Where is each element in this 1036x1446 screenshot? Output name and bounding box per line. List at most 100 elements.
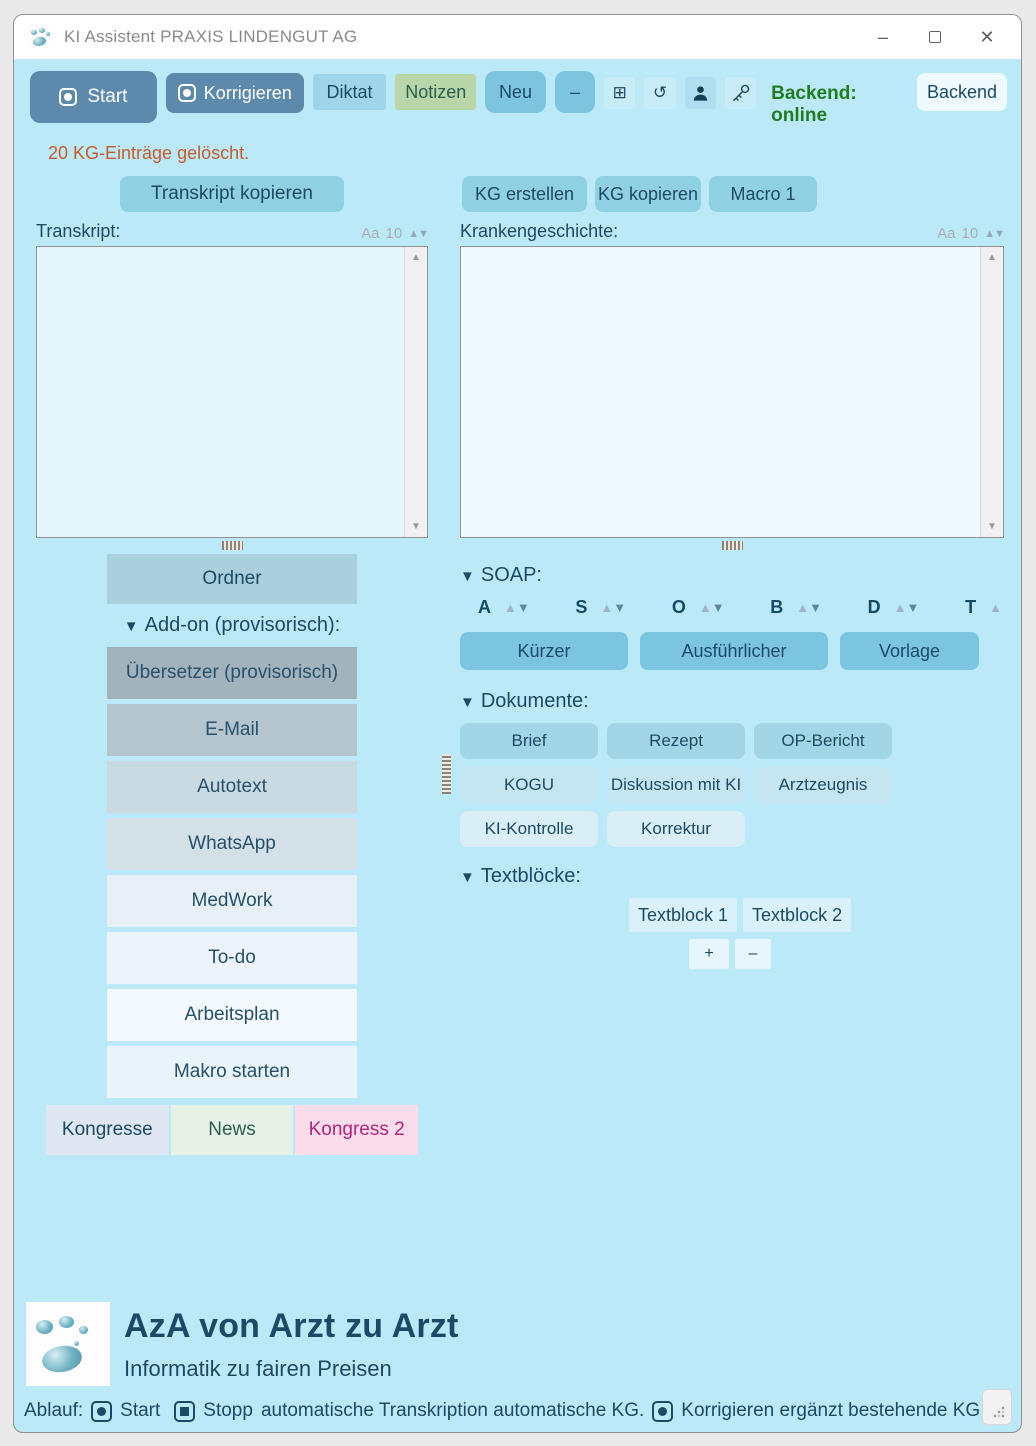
soap-buttons: Kürzer Ausführlicher Vorlage — [460, 632, 1004, 670]
kg-scrollbar[interactable]: ▲ ▼ — [980, 247, 1003, 537]
neu-button[interactable]: Neu — [485, 71, 546, 113]
todo-button[interactable]: To-do — [107, 932, 357, 984]
font-decrease-icon[interactable]: ▼ — [418, 227, 429, 240]
soap-down-icon[interactable]: ▼ — [613, 599, 627, 615]
soap-up-icon[interactable]: ▲ — [600, 599, 614, 615]
titlebar: KI Assistent PRAXIS LINDENGUT AG – ✕ — [14, 15, 1021, 59]
collapse-button[interactable]: – — [554, 71, 596, 113]
soap-control-o: O ▲▼ — [671, 597, 725, 617]
kg-column: KG erstellen KG kopieren Macro 1 Kranken… — [460, 176, 1005, 550]
key-button[interactable] — [724, 77, 757, 109]
korrigieren-button[interactable]: Korrigieren — [165, 73, 304, 113]
soap-up-icon[interactable]: ▲ — [796, 599, 810, 615]
scroll-up-icon[interactable]: ▲ — [411, 252, 421, 263]
close-button[interactable]: ✕ — [979, 26, 995, 47]
ki-kontrolle-button[interactable]: KI-Kontrolle — [460, 811, 598, 847]
lower-row: Ordner ▼ Add-on (provisorisch): Übersetze… — [14, 552, 1021, 1155]
record-icon — [652, 1400, 674, 1422]
transcript-font-control[interactable]: Aa 10 ▲▼ — [361, 225, 429, 242]
email-button[interactable]: E-Mail — [107, 704, 357, 756]
ablauf-middle: automatische Transkription automatische … — [260, 1400, 645, 1421]
kg-pane: ▲ ▼ — [460, 246, 1004, 538]
arztzeugnis-button[interactable]: Arztzeugnis — [754, 767, 892, 803]
collapse-triangle-icon[interactable]: ▼ — [460, 694, 475, 711]
splitter-grip-vertical[interactable] — [442, 754, 451, 794]
rezept-button[interactable]: Rezept — [607, 723, 745, 759]
textblock-add-button[interactable]: + — [689, 939, 729, 969]
macro1-button[interactable]: Macro 1 — [709, 176, 817, 212]
notizen-button[interactable]: Notizen — [395, 74, 477, 110]
soap-down-icon[interactable]: ▼ — [906, 599, 920, 615]
start-button[interactable]: Start — [30, 71, 157, 123]
maximize-button[interactable] — [909, 19, 961, 55]
diskussion-mit-ki-button[interactable]: Diskussion mit KI — [607, 767, 745, 803]
textblock2-button[interactable]: Textblock 2 — [743, 898, 852, 932]
scroll-down-icon[interactable]: ▼ — [987, 521, 997, 532]
scroll-down-icon[interactable]: ▼ — [411, 521, 421, 532]
user-button[interactable] — [684, 77, 716, 109]
transcript-textarea[interactable] — [37, 247, 404, 537]
collapse-triangle-icon[interactable]: ▼ — [460, 568, 475, 585]
stop-icon — [174, 1400, 196, 1422]
minimize-button[interactable]: – — [877, 26, 888, 47]
backend-button[interactable]: Backend — [916, 73, 1007, 111]
window-controls: – ✕ — [857, 19, 1013, 55]
brief-button[interactable]: Brief — [460, 723, 598, 759]
medwork-button[interactable]: MedWork — [107, 875, 357, 927]
ausfuehrlicher-button[interactable]: Ausführlicher — [640, 632, 828, 670]
soap-down-icon[interactable]: ▼ — [809, 599, 822, 615]
soap-up-icon[interactable]: ▲ — [989, 599, 1002, 615]
font-increase-icon[interactable]: ▲ — [408, 227, 419, 240]
font-aa-label: Aa — [937, 225, 956, 242]
kg-kopieren-button[interactable]: KG kopieren — [595, 176, 701, 212]
scroll-up-icon[interactable]: ▲ — [987, 252, 997, 263]
vorlage-button[interactable]: Vorlage — [840, 632, 979, 670]
splitter-grip-horizontal[interactable] — [721, 541, 743, 550]
kongress2-button[interactable]: Kongress 2 — [295, 1105, 419, 1155]
news-button[interactable]: News — [170, 1105, 294, 1155]
kogu-button[interactable]: KOGU — [460, 767, 598, 803]
grid-layout-button[interactable]: ⊞ — [604, 77, 636, 109]
soap-control-d: D ▲▼ — [867, 597, 920, 617]
font-increase-icon[interactable]: ▲ — [984, 227, 995, 240]
status-message: 20 KG-Einträge gelöscht. — [48, 143, 250, 163]
font-size-value: 10 — [385, 225, 403, 242]
op-bericht-button[interactable]: OP-Bericht — [754, 723, 892, 759]
ablauf-stopp: Stopp — [203, 1400, 253, 1421]
diktat-button[interactable]: Diktat — [312, 74, 387, 110]
ablauf-tail: Korrigieren ergänzt bestehende KG. KG er… — [681, 1400, 987, 1421]
kg-textarea[interactable] — [461, 247, 980, 537]
kg-font-control[interactable]: Aa 10 ▲▼ — [937, 225, 1005, 242]
soap-up-icon[interactable]: ▲ — [698, 599, 712, 615]
whatsapp-button[interactable]: WhatsApp — [107, 818, 357, 870]
autotext-button[interactable]: Autotext — [107, 761, 357, 813]
refresh-button[interactable]: ↺ — [644, 77, 676, 109]
korrektur-button[interactable]: Korrektur — [607, 811, 745, 847]
soap-down-icon[interactable]: ▼ — [711, 599, 725, 615]
textblock-buttons: Textblock 1 Textblock 2 — [629, 898, 1004, 932]
textblock-remove-button[interactable]: – — [735, 939, 771, 969]
ordner-button[interactable]: Ordner — [107, 554, 357, 604]
window-resize-grip[interactable] — [982, 1389, 1012, 1425]
collapse-triangle-icon[interactable]: ▼ — [460, 869, 475, 886]
font-decrease-icon[interactable]: ▼ — [994, 227, 1005, 240]
kuerzer-button[interactable]: Kürzer — [460, 632, 628, 670]
transcript-column: Transkript kopieren Transkript: Aa 10 ▲▼… — [36, 176, 429, 550]
transcript-scrollbar[interactable]: ▲ ▼ — [404, 247, 427, 537]
resize-grip-icon — [993, 1406, 1005, 1418]
soap-down-icon[interactable]: ▼ — [516, 599, 530, 615]
uebersetzer-button[interactable]: Übersetzer (provisorisch) — [107, 647, 357, 699]
makro-starten-button[interactable]: Makro starten — [107, 1046, 357, 1098]
kongresse-button[interactable]: Kongresse — [46, 1105, 169, 1155]
kg-erstellen-button[interactable]: KG erstellen — [462, 176, 587, 212]
soap-up-icon[interactable]: ▲ — [504, 599, 517, 615]
transcript-copy-button[interactable]: Transkript kopieren — [120, 176, 344, 212]
sections-column: ▼ SOAP: A ▲▼ S ▲▼ O ▲▼ B ▲▼ D ▲▼ T ▲ Kürzer Aus… — [442, 552, 1004, 1155]
textblock1-button[interactable]: Textblock 1 — [629, 898, 738, 932]
collapse-triangle-icon[interactable]: ▼ — [123, 618, 139, 635]
soap-up-icon[interactable]: ▲ — [893, 599, 907, 615]
splitter-grip-horizontal[interactable] — [221, 541, 243, 550]
arbeitsplan-button[interactable]: Arbeitsplan — [107, 989, 357, 1041]
key-icon — [733, 84, 750, 101]
transcript-label: Transkript: — [36, 221, 121, 241]
